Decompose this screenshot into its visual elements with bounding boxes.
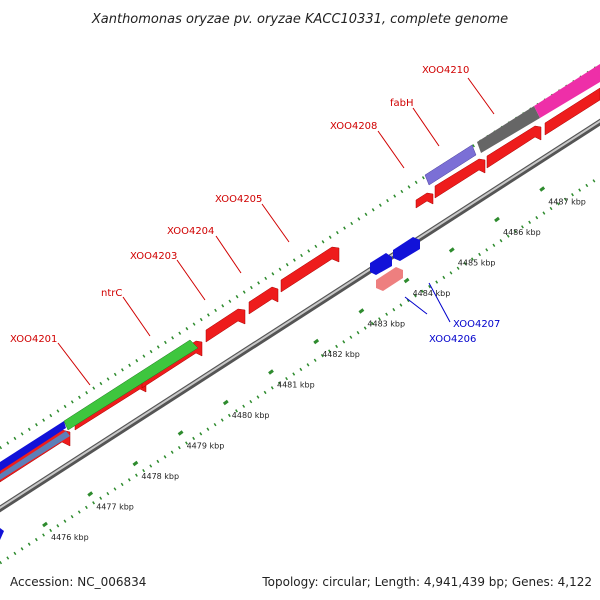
gene-label-xoo4203[interactable]: XOO4203 (130, 251, 177, 262)
tick-mark (132, 460, 139, 467)
cds-track-forward (0, 87, 600, 483)
gene-feature-blue[interactable] (0, 528, 4, 540)
gene-labels: XOO4201 ntrC XOO4203 XOO4204 XOO4205 XOO… (10, 65, 500, 345)
tick-label: 4482 kbp (322, 350, 360, 359)
gene-label-ntrc[interactable]: ntrC (101, 288, 122, 299)
tick-label: 4480 kbp (232, 411, 270, 420)
tick-label: 4487 kbp (548, 198, 586, 207)
map-title: Xanthomonas oryzae pv. oryzae KACC10331,… (91, 12, 508, 27)
gene-label-fabh[interactable]: fabH (390, 98, 414, 109)
gene-label-xoo4204[interactable]: XOO4204 (167, 226, 214, 237)
cds-feature[interactable] (248, 286, 279, 315)
cds-feature[interactable] (486, 125, 542, 169)
gene-label-xoo4205[interactable]: XOO4205 (215, 194, 262, 205)
tick-mark (448, 247, 455, 253)
accession-text: Accession: NC_006834 (10, 575, 146, 589)
gene-feature-green[interactable] (63, 339, 199, 431)
tick-label: 4481 kbp (277, 381, 315, 390)
tick-label: 4485 kbp (458, 259, 496, 268)
tick-mark (87, 491, 94, 497)
gene-label-xoo4210[interactable]: XOO4210 (422, 65, 469, 76)
gene-feature-blue[interactable] (393, 237, 420, 261)
position-ticks: 4476 kbp 4477 kbp 4478 kbp 4479 kbp 4480 kbp… (42, 186, 586, 542)
label-connectors (57, 77, 495, 386)
cds-feature[interactable] (544, 87, 600, 136)
tick-label: 4484 kbp (413, 289, 451, 298)
cds-feature[interactable] (280, 246, 340, 293)
gene-feature-steelblue[interactable] (0, 431, 70, 480)
tick-label: 4476 kbp (51, 533, 89, 542)
tick-mark (222, 399, 229, 406)
gene-label-xoo4201[interactable]: XOO4201 (10, 334, 57, 345)
gene-label-xoo4207[interactable]: XOO4207 (453, 319, 500, 330)
tick-label: 4486 kbp (503, 228, 541, 237)
cds-feature[interactable] (415, 192, 434, 209)
tick-mark (42, 521, 48, 528)
gene-track-forward (0, 64, 600, 480)
gene-label-xoo4206[interactable]: XOO4206 (429, 334, 476, 345)
gene-track-reverse (0, 237, 420, 540)
cds-feature[interactable] (205, 308, 246, 343)
gene-feature-purple[interactable] (424, 144, 477, 186)
gene-feature-magenta[interactable] (534, 64, 600, 118)
tick-mark (403, 277, 410, 284)
tick-label: 4477 kbp (96, 503, 134, 512)
tick-label: 4483 kbp (367, 320, 405, 329)
gene-feature-grey[interactable] (477, 106, 540, 153)
gene-label-xoo4208[interactable]: XOO4208 (330, 121, 377, 132)
gene-feature-blue[interactable] (0, 421, 66, 471)
cds-feature[interactable] (434, 158, 486, 199)
tick-mark (268, 369, 274, 375)
tick-label: 4479 kbp (187, 442, 225, 451)
chromosome-backbone (0, 118, 600, 513)
gene-feature-blue[interactable] (370, 253, 392, 275)
tick-mark (494, 216, 500, 223)
tick-mark (539, 186, 546, 192)
tick-mark (358, 308, 365, 314)
tick-label: 4478 kbp (141, 472, 179, 481)
tick-mark (313, 338, 320, 345)
gene-feature-pink[interactable] (376, 267, 403, 291)
tick-mark (177, 430, 184, 436)
genome-stats-text: Topology: circular; Length: 4,941,439 bp… (261, 575, 592, 589)
